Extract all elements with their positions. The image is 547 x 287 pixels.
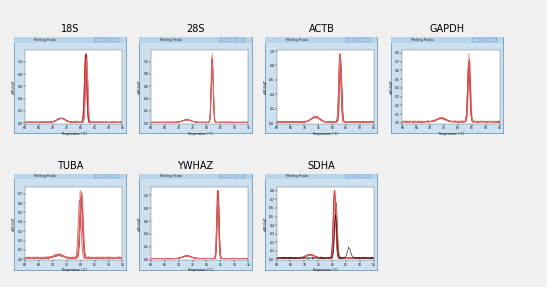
- Text: GAPDH: GAPDH: [429, 24, 465, 34]
- Bar: [139, 37, 252, 42]
- Text: 18S: 18S: [61, 24, 79, 34]
- Text: Melting Peaks: Melting Peaks: [160, 174, 182, 178]
- Bar: [95, 38, 106, 42]
- Bar: [346, 38, 357, 42]
- Y-axis label: d(RFU)/dT: d(RFU)/dT: [138, 80, 142, 94]
- Bar: [95, 174, 106, 179]
- Y-axis label: d(RFU)/dT: d(RFU)/dT: [264, 216, 268, 231]
- Bar: [220, 38, 231, 42]
- Bar: [139, 174, 252, 179]
- Text: Melting Peaks: Melting Peaks: [34, 38, 56, 42]
- Text: TUBA: TUBA: [56, 161, 83, 171]
- X-axis label: Temperature (°C): Temperature (°C): [312, 132, 338, 135]
- Bar: [391, 37, 503, 42]
- X-axis label: Temperature (°C): Temperature (°C): [61, 268, 86, 272]
- Bar: [108, 174, 119, 179]
- Y-axis label: d(RFU)/dT: d(RFU)/dT: [12, 80, 16, 94]
- Bar: [220, 174, 231, 179]
- Text: Melting Peaks: Melting Peaks: [286, 38, 308, 42]
- Bar: [485, 38, 497, 42]
- Text: Melting Peaks: Melting Peaks: [34, 174, 56, 178]
- Text: Melting Peaks: Melting Peaks: [411, 38, 434, 42]
- Bar: [265, 37, 377, 42]
- Y-axis label: d(RFU)/dT: d(RFU)/dT: [138, 216, 142, 231]
- Text: Melting Peaks: Melting Peaks: [160, 38, 182, 42]
- Bar: [472, 38, 483, 42]
- X-axis label: Temperature (°C): Temperature (°C): [438, 132, 464, 135]
- Bar: [108, 38, 119, 42]
- X-axis label: Temperature (°C): Temperature (°C): [187, 268, 212, 272]
- Bar: [234, 174, 245, 179]
- Y-axis label: d(RFU)/dT: d(RFU)/dT: [12, 216, 16, 231]
- Text: Melting Peaks: Melting Peaks: [286, 174, 308, 178]
- X-axis label: Temperature (°C): Temperature (°C): [312, 268, 338, 272]
- Bar: [234, 38, 245, 42]
- Text: 28S: 28S: [187, 24, 205, 34]
- X-axis label: Temperature (°C): Temperature (°C): [61, 132, 86, 135]
- X-axis label: Temperature (°C): Temperature (°C): [187, 132, 212, 135]
- Text: ACTB: ACTB: [309, 24, 334, 34]
- Y-axis label: d(RFU)/dT: d(RFU)/dT: [264, 80, 268, 94]
- Bar: [359, 38, 371, 42]
- Bar: [346, 174, 357, 179]
- Y-axis label: d(RFU)/dT: d(RFU)/dT: [389, 80, 394, 94]
- Bar: [265, 174, 377, 179]
- Bar: [359, 174, 371, 179]
- Bar: [14, 174, 126, 179]
- Bar: [14, 37, 126, 42]
- Text: YWHAZ: YWHAZ: [177, 161, 214, 171]
- Text: SDHA: SDHA: [307, 161, 335, 171]
